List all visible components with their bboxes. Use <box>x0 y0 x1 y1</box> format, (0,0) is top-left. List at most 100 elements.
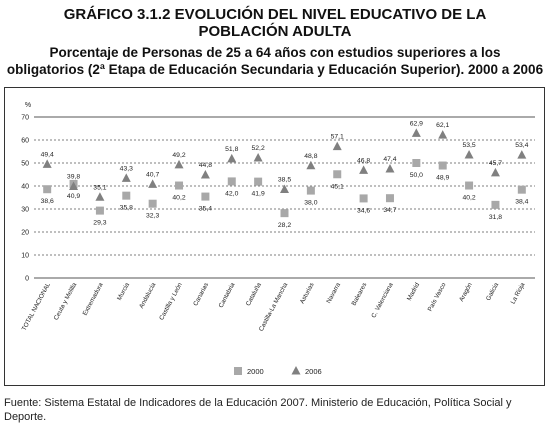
data-label-2006: 47,4 <box>383 156 396 163</box>
source-note: Fuente: Sistema Estatal de Indicadores d… <box>4 397 512 423</box>
data-label-2006: 35,1 <box>93 184 106 191</box>
marker-2000 <box>517 185 526 194</box>
chart-title-line2: POBLACIÓN ADULTA <box>198 23 352 40</box>
marker-2006 <box>227 153 237 163</box>
marker-2006 <box>517 150 527 159</box>
marker-2000 <box>412 159 421 167</box>
data-label-2000: 35,8 <box>120 205 133 212</box>
marker-2006 <box>332 141 342 151</box>
category-label: Canarias <box>192 282 210 308</box>
data-label-2000: 38,6 <box>41 198 54 205</box>
legend-marker-2006 <box>291 366 301 375</box>
marker-2006 <box>69 181 79 190</box>
y-tick-label: 20 <box>21 230 29 237</box>
legend-label-2006: 2006 <box>305 367 322 376</box>
category-label: Madrid <box>406 281 421 302</box>
category-label: Baleares <box>351 282 369 307</box>
data-label-2006: 40,7 <box>146 171 159 178</box>
marker-2006 <box>411 128 421 137</box>
category-label: Ceuta y Melilla <box>53 281 79 321</box>
data-label-2006: 53,4 <box>515 142 528 149</box>
category-label: Murcia <box>116 281 131 301</box>
y-tick-label: 0 <box>25 276 29 283</box>
data-label-2006: 51,8 <box>225 146 238 153</box>
marker-2000 <box>122 191 131 200</box>
chart-subtitle-line2: obligatorios (2ª Etapa de Educación Secu… <box>6 62 544 77</box>
marker-2006 <box>148 179 158 188</box>
marker-2000 <box>148 199 157 208</box>
data-label-2000: 31,8 <box>489 214 502 221</box>
data-label-2006: 52,2 <box>252 145 265 152</box>
data-label-2000: 40,9 <box>67 193 80 200</box>
chart-subtitle-line1: Porcentaje de Personas de 25 a 64 años c… <box>49 45 501 60</box>
marker-2006 <box>385 163 395 173</box>
marker-2006 <box>280 184 289 193</box>
data-label-2006: 49,2 <box>172 152 185 159</box>
data-label-2006: 62,1 <box>436 122 449 129</box>
category-label: Navarra <box>325 281 342 305</box>
data-label-2000: 38,0 <box>304 200 317 207</box>
marker-2000 <box>333 170 342 179</box>
marker-2006 <box>306 160 316 170</box>
marker-2006 <box>438 130 448 139</box>
category-label: Galicia <box>485 281 500 302</box>
data-label-2000: 40,2 <box>172 195 185 202</box>
category-label: Extremadura <box>82 281 105 317</box>
marker-2000 <box>465 181 474 190</box>
category-label: La Rioja <box>510 281 527 305</box>
category-label: C. Valenciana <box>370 281 395 319</box>
data-label-2006: 48,8 <box>304 153 317 160</box>
category-label: País Vasco <box>427 281 448 312</box>
data-label-2000: 40,2 <box>462 195 475 202</box>
category-label: Cataluña <box>245 281 263 307</box>
data-label-2000: 38,4 <box>515 199 528 206</box>
marker-2000 <box>227 177 236 186</box>
marker-2000 <box>385 194 394 203</box>
y-tick-label: 40 <box>21 184 29 191</box>
marker-2000 <box>43 185 52 194</box>
data-label-2000: 41,9 <box>252 191 265 198</box>
y-tick-label: 10 <box>21 253 29 260</box>
y-tick-label: 60 <box>21 138 29 145</box>
marker-2000 <box>359 194 368 203</box>
data-label-2006: 38,5 <box>278 176 291 183</box>
data-label-2006: 57,1 <box>331 134 344 141</box>
chart-frame <box>4 87 545 386</box>
data-label-2006: 44,8 <box>199 162 212 169</box>
marker-2006 <box>42 159 52 168</box>
data-label-2000: 28,2 <box>278 222 291 229</box>
marker-2006 <box>464 149 474 159</box>
data-label-2000: 42,0 <box>225 190 238 197</box>
marker-2000 <box>95 206 104 215</box>
data-label-2000: 50,0 <box>410 172 423 179</box>
category-label: Castilla-La Mancha <box>258 281 290 332</box>
y-tick-label: 50 <box>21 161 29 168</box>
marker-2006 <box>95 192 105 201</box>
y-tick-label: 30 <box>21 207 29 214</box>
y-axis-unit-label: % <box>25 102 31 109</box>
data-label-2000: 48,9 <box>436 175 449 182</box>
data-label-2006: 62,9 <box>410 120 423 127</box>
data-label-2006: 53,5 <box>462 142 475 149</box>
data-label-2006: 43,3 <box>120 165 133 172</box>
data-label-2006: 46,8 <box>357 157 370 164</box>
marker-2000 <box>491 200 500 209</box>
data-label-2000: 29,3 <box>93 220 106 227</box>
data-label-2000: 32,3 <box>146 213 159 220</box>
marker-2000 <box>438 161 447 170</box>
legend-marker-2000 <box>234 367 242 375</box>
marker-2000 <box>280 209 289 218</box>
marker-2000 <box>306 186 315 195</box>
marker-2006 <box>174 159 184 169</box>
marker-2006 <box>490 167 500 177</box>
chart-title-line1: GRÁFICO 3.1.2 EVOLUCIÓN DEL NIVEL EDUCAT… <box>63 6 487 23</box>
marker-2000 <box>254 177 263 186</box>
category-label: Castilla y León <box>158 281 184 321</box>
data-label-2006: 39,8 <box>67 173 80 180</box>
marker-2006 <box>200 169 210 179</box>
data-label-2006: 45,7 <box>489 160 502 167</box>
category-label: Asturias <box>299 282 316 305</box>
data-label-2000: 34,6 <box>357 207 370 214</box>
marker-2000 <box>175 181 184 190</box>
category-label: TOTAL NACIONAL <box>21 281 52 332</box>
